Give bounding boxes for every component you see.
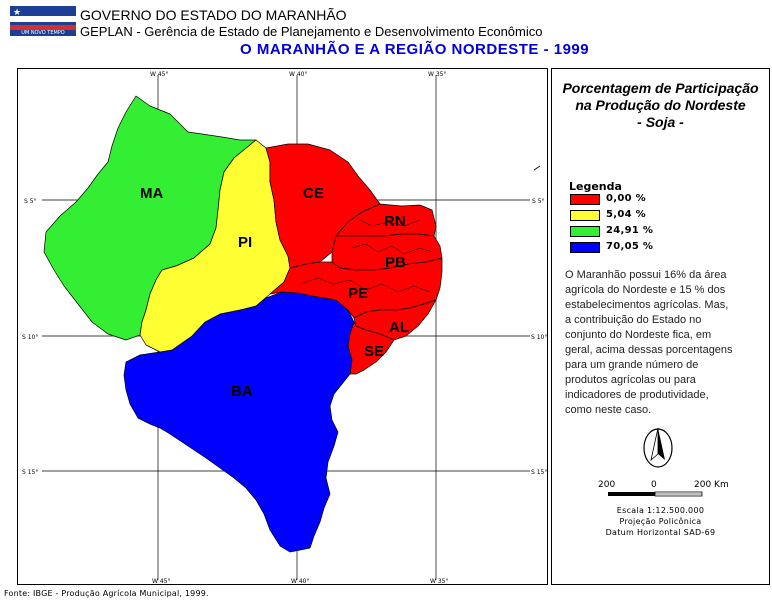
logo-flag-red-stripe: [10, 25, 76, 30]
state-label-pe: PE: [348, 285, 368, 302]
legend-swatch-blue: [570, 242, 600, 253]
map-marker: [533, 165, 541, 171]
grid-label-left-15: S 15°: [22, 469, 38, 476]
map-title: O MARANHÃO E A REGIÃO NORDESTE - 1999: [240, 41, 590, 58]
panel-title: Porcentagem de Participação na Produção …: [553, 80, 768, 131]
legend-label: 24,91 %: [606, 225, 654, 236]
map-frame: [17, 68, 548, 585]
description-line: indicadores de produtividade,: [565, 389, 709, 401]
description-line: para um grande número de: [565, 359, 699, 371]
grid-label-right-15: S 15°: [531, 469, 547, 476]
panel-title-line3: - Soja -: [637, 114, 684, 130]
legend-label: 70,05 %: [606, 241, 654, 252]
internal-boundaries: [299, 219, 433, 293]
scale-info: Escala 1:12.500.000 Projeção Policônica …: [553, 505, 768, 538]
scale-label-right: 200 Km: [694, 480, 729, 490]
boundary-line-2: [299, 277, 431, 293]
scale-label-left: 200: [598, 480, 616, 490]
logo-flag-white-stripe: [10, 16, 76, 22]
side-panel-frame: [551, 68, 770, 585]
description-line: O Maranhão possui 16% da área: [565, 269, 727, 281]
description-line: geral, acima dessas porcentagens: [565, 344, 733, 356]
boundary-line-3: [359, 219, 421, 227]
legend-label: 0,00 %: [606, 193, 646, 204]
description-line: a contribuição do Estado no: [565, 314, 702, 326]
description-line: produtos agrícolas ou para: [565, 374, 696, 386]
logo-text: UM NOVO TEMPO: [21, 30, 65, 36]
grid-label-bottom-40: W 40°: [291, 578, 309, 585]
state-label-rn: RN: [384, 213, 406, 230]
scale-bar: [608, 491, 703, 497]
panel-title-line1: Porcentagem de Participação: [562, 80, 759, 96]
legend-swatch-red: [570, 194, 600, 205]
grid-label-left-10: S 10°: [22, 334, 38, 341]
grid-label-bottom-35: W 35°: [430, 578, 448, 585]
state-label-al: AL: [389, 319, 409, 336]
state-se: [347, 321, 395, 375]
description-line: estabelecimentos agrícolas. Mas,: [565, 299, 729, 311]
legend-title: Legenda: [569, 180, 622, 193]
government-logo: ★ UM NOVO TEMPO: [10, 6, 76, 36]
legend-swatch-yellow: [570, 210, 600, 221]
grid-label-top-35: W 35°: [428, 71, 446, 78]
description-text: O Maranhão possui 16% da área agrícola d…: [565, 268, 765, 418]
grid-label-bottom-45: W 45°: [152, 578, 170, 585]
state-label-ce: CE: [303, 185, 324, 202]
grid-label-right-5: S 5°: [532, 198, 545, 205]
state-label-ba: BA: [231, 383, 253, 400]
state-label-ma: MA: [140, 185, 163, 202]
state-label-pi: PI: [238, 234, 252, 251]
grid-label-right-10: S 10°: [531, 334, 547, 341]
boundary-line-1: [351, 243, 433, 255]
grid-label-left-5: S 5°: [24, 198, 37, 205]
panel-title-line2: na Produção do Nordeste: [575, 97, 746, 113]
description-line: agrícola do Nordeste e 15 % dos: [565, 284, 726, 296]
projection: Projeção Policônica: [619, 517, 702, 526]
description-line: como neste caso.: [565, 404, 652, 416]
legend-label: 5,04 %: [606, 209, 646, 220]
datum: Datum Horizontal SAD-69: [605, 528, 716, 537]
header-government: GOVERNO DO ESTADO DO MARANHÃO: [80, 7, 347, 23]
scale-label-mid: 0: [651, 480, 657, 490]
logo-star-icon: ★: [13, 7, 22, 17]
scale-ratio: Escala 1:12.500.000: [616, 506, 705, 515]
north-arrow-icon: [643, 427, 673, 468]
state-label-pb: PB: [385, 254, 406, 271]
description-line: conjunto do Nordeste fica, em: [565, 329, 712, 341]
header-agency: GEPLAN - Gerência de Estado de Planejame…: [80, 24, 543, 39]
source-note: Fonte: IBGE - Produção Agrícola Municipa…: [4, 589, 209, 598]
grid-label-top-45: W 45°: [150, 71, 168, 78]
state-label-se: SE: [364, 343, 384, 360]
grid-label-top-40: W 40°: [289, 71, 307, 78]
legend-swatch-green: [570, 226, 600, 237]
